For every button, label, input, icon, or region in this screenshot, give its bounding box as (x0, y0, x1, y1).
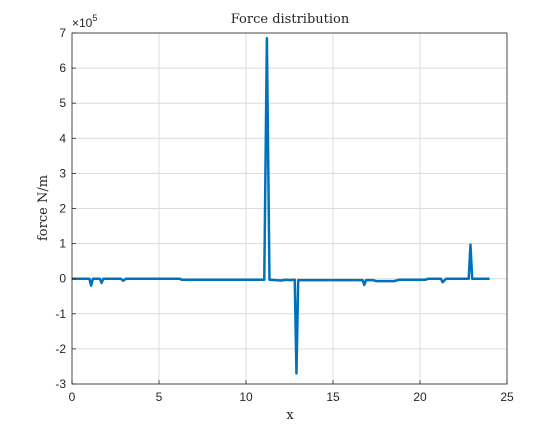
y-axis-exponent: ×105 (72, 13, 97, 30)
x-tick-label: 5 (156, 390, 163, 404)
y-tick-label: -2 (55, 342, 66, 356)
y-tick-label: 2 (59, 202, 66, 216)
x-tick-label: 0 (69, 390, 76, 404)
y-tick-label: -3 (55, 377, 66, 391)
y-tick-label: 7 (59, 26, 66, 40)
y-axis-label: force N/m (36, 175, 51, 241)
y-exponent-power: 5 (92, 13, 97, 23)
x-tick-label: 10 (239, 390, 253, 404)
series-line (72, 37, 490, 375)
y-tick-label: 1 (59, 237, 66, 251)
x-tick-label: 15 (326, 390, 340, 404)
y-tick-label: 3 (59, 166, 66, 180)
x-tick-label: 25 (500, 390, 514, 404)
y-exponent-base: ×10 (72, 16, 93, 30)
y-tick-label: 6 (59, 61, 66, 75)
y-tick-label: 0 (59, 272, 66, 286)
chart-title: Force distribution (231, 12, 350, 27)
x-tick-label: 20 (413, 390, 427, 404)
y-tick-label: 5 (59, 96, 66, 110)
ticks: 0 5 10 15 20 25 -3 -2 -1 0 1 2 3 4 5 6 7 (55, 26, 514, 404)
y-tick-label: -1 (55, 307, 66, 321)
x-axis-label: x (286, 408, 294, 423)
y-tick-label: 4 (59, 131, 66, 145)
series-layer (72, 37, 490, 375)
